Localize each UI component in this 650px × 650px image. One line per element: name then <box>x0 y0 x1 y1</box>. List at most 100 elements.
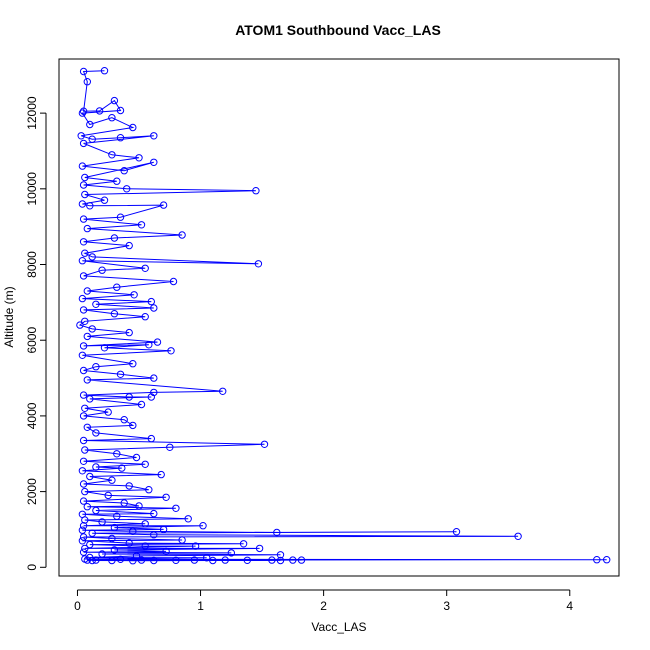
data-point <box>78 537 87 545</box>
data-point <box>88 325 96 333</box>
data-point <box>167 347 175 355</box>
data-point <box>83 287 92 295</box>
y-tick-label: 8000 <box>25 251 39 278</box>
data-point <box>78 162 87 170</box>
data-point <box>104 408 112 416</box>
chart-title: ATOM1 Southbound Vacc_LAS <box>235 22 441 38</box>
data-point <box>141 460 149 468</box>
data-point <box>81 190 89 199</box>
data-point <box>289 556 297 564</box>
data-point <box>221 556 229 564</box>
x-tick-label: 4 <box>566 599 573 613</box>
data-point <box>254 260 263 268</box>
data-point <box>79 366 88 375</box>
data-point <box>95 107 104 115</box>
data-point <box>125 241 133 250</box>
data-point <box>125 328 133 337</box>
x-axis-label: Vacc_LAS <box>311 620 366 634</box>
data-point <box>172 504 180 512</box>
data-point <box>137 556 146 564</box>
data-point <box>252 187 260 195</box>
data-point <box>79 181 88 189</box>
data-point <box>79 215 88 223</box>
y-tick-label: 0 <box>25 564 39 571</box>
data-point <box>120 499 128 507</box>
plot-frame <box>58 58 620 577</box>
data-point <box>79 139 88 148</box>
data-point <box>86 540 94 549</box>
data-point <box>81 317 89 325</box>
data-point <box>129 527 137 535</box>
data-point <box>141 313 149 321</box>
data-point <box>120 416 128 424</box>
data-point <box>159 525 168 534</box>
data-point <box>125 393 133 401</box>
data-point <box>135 502 143 510</box>
data-point <box>130 291 138 299</box>
data-point <box>169 277 178 286</box>
data-point <box>141 542 149 550</box>
y-tick-label: 2000 <box>25 478 39 505</box>
data-point <box>276 551 285 559</box>
data-point <box>76 321 84 329</box>
data-point <box>79 67 88 76</box>
data-point <box>137 221 146 229</box>
y-tick-label: 6000 <box>25 327 39 354</box>
data-point <box>86 202 94 210</box>
data-point <box>79 306 88 314</box>
data-point <box>129 123 137 132</box>
data-point <box>150 531 158 539</box>
data-point <box>86 395 94 403</box>
y-tick-label: 10000 <box>25 172 39 206</box>
data-point <box>157 470 165 479</box>
data-point <box>120 167 128 175</box>
data-point <box>123 185 131 193</box>
data-point <box>79 497 88 505</box>
data-point <box>92 463 100 471</box>
data-point <box>78 294 87 303</box>
data-point <box>77 132 85 140</box>
data-point <box>116 555 125 563</box>
data-point <box>88 556 96 565</box>
data-point <box>243 556 252 564</box>
data-point <box>178 231 186 239</box>
data-point <box>150 132 158 140</box>
data-point <box>116 106 125 115</box>
data-point <box>79 522 88 530</box>
data-point <box>81 516 89 524</box>
data-point <box>129 557 137 565</box>
data-point <box>268 556 276 564</box>
data-point <box>239 540 248 548</box>
data-point <box>83 332 92 341</box>
data-point <box>137 400 146 409</box>
data-point <box>92 429 100 437</box>
data-point <box>125 482 133 490</box>
data-point <box>86 120 94 129</box>
data-point <box>260 440 269 448</box>
data-point <box>78 467 87 475</box>
data-point <box>145 486 153 494</box>
data-point <box>78 526 87 534</box>
data-point <box>98 550 106 558</box>
data-point <box>129 421 137 430</box>
data-point <box>81 544 89 553</box>
data-point <box>113 177 121 185</box>
data-point <box>110 523 119 532</box>
data-point <box>81 446 89 454</box>
data-point <box>110 546 119 554</box>
data-point <box>83 376 92 384</box>
data-point <box>104 491 112 500</box>
data-point <box>159 201 168 209</box>
data-point <box>100 67 109 75</box>
data-point <box>79 342 88 350</box>
data-point <box>132 552 141 560</box>
data-point <box>79 107 88 115</box>
data-point <box>108 151 116 159</box>
data-point <box>116 370 125 378</box>
data-point <box>191 542 200 550</box>
data-point <box>81 404 89 412</box>
data-point <box>116 213 125 221</box>
data-point <box>219 387 227 395</box>
data-point <box>147 297 156 306</box>
